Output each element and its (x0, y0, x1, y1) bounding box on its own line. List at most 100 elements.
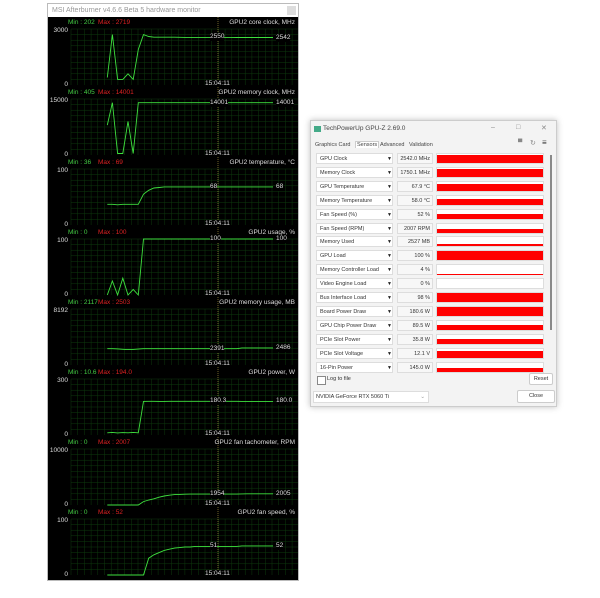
sensor-value: 2007 RPM (397, 222, 433, 234)
min-label: Min : 202 (68, 19, 95, 26)
sensor-label-dropdown[interactable]: GPU Temperature ▼ (316, 180, 393, 192)
scale-max-label: 3000 (53, 27, 68, 34)
current-value: 52 (276, 541, 284, 550)
graph-panel: Min : 0 Max : 100 GPU2 usage, % 100 0 100 100 1… (48, 227, 298, 298)
sensor-label-dropdown[interactable]: PCIe Slot Voltage ▼ (316, 347, 393, 359)
sensor-label-dropdown[interactable]: GPU Clock ▼ (316, 153, 393, 164)
panel-title: GPU2 core clock, MHz (229, 19, 295, 26)
dropdown-arrow-icon: ▼ (387, 295, 392, 301)
sensor-graph (436, 333, 544, 345)
chevron-down-icon: ⌄ (420, 394, 425, 400)
sensor-graph (436, 208, 544, 220)
sensor-value: 35.8 W (397, 333, 433, 345)
camera-icon[interactable]: ▀ (518, 140, 523, 146)
log-to-file-checkbox[interactable] (317, 376, 326, 385)
close-dialog-button[interactable]: Close (517, 390, 555, 403)
trace-line (107, 493, 273, 506)
sensor-label-dropdown[interactable]: Memory Clock ▼ (316, 166, 393, 178)
dropdown-arrow-icon: ▼ (387, 239, 392, 246)
sensor-graph (436, 305, 544, 317)
panel-title: GPU2 usage, % (248, 229, 295, 236)
menu-icon[interactable]: ≡ (542, 138, 547, 147)
sensor-graph-fill (437, 251, 543, 261)
trace-line (107, 186, 273, 206)
sensor-graph (436, 319, 544, 331)
sensor-row: Video Engine Load ▼ 0 % (316, 278, 551, 290)
sensor-graph-fill (437, 307, 543, 316)
sensor-label: GPU Clock (320, 156, 348, 162)
refresh-icon[interactable]: ↻ (530, 140, 536, 147)
min-label: Min : 0 (68, 229, 88, 236)
sensor-label-dropdown[interactable]: Memory Controller Load ▼ (316, 264, 393, 276)
dropdown-arrow-icon: ▼ (387, 183, 392, 190)
gpuz-logo-icon (314, 126, 321, 132)
scale-max-label: 100 (57, 167, 68, 174)
log-to-file-label: Log to file (327, 376, 351, 382)
panel-title: GPU2 temperature, °C (229, 159, 295, 166)
sensor-label-dropdown[interactable]: 16-Pin Power ▼ (316, 361, 393, 373)
close-button[interactable] (287, 6, 296, 15)
graph-panel: Min : 0 Max : 2007 GPU2 fan tachometer, RP… (48, 437, 298, 508)
scrollbar[interactable] (550, 155, 552, 330)
dropdown-arrow-icon: ▼ (387, 253, 392, 260)
sensor-row: Memory Used ▼ 2527 MB (316, 236, 551, 248)
graph-panel: Min : 405 Max : 14001 GPU2 memory clock, M… (48, 87, 298, 158)
sensor-label-dropdown[interactable]: Board Power Draw ▼ (316, 305, 393, 317)
tab-advanced[interactable]: Advanced (380, 142, 405, 148)
tab-sensors[interactable]: Sensors (355, 141, 380, 148)
current-value: 2486 (276, 344, 291, 352)
dropdown-arrow-icon: ▼ (387, 211, 392, 218)
sensor-graph (436, 166, 544, 178)
cursor-value: 2391 (210, 344, 225, 353)
sensor-row: Memory Temperature ▼ 58.0 °C (316, 194, 551, 207)
scale-min-label: 0 (64, 361, 68, 368)
maximize-button[interactable]: □ (516, 124, 521, 131)
gpu-select[interactable]: NVIDIA GeForce RTX 5060 Ti ⌄ (313, 391, 429, 403)
sensor-label: PCIe Slot Power (320, 336, 361, 343)
graph-panel: Min : 36 Max : 69 GPU2 temperature, °C 100 0… (48, 157, 298, 228)
sensor-graph (436, 153, 544, 164)
sensor-label: PCIe Slot Voltage (320, 350, 364, 357)
sensor-label: GPU Chip Power Draw (320, 322, 377, 329)
sensor-label-dropdown[interactable]: Bus Interface Load ▼ (316, 292, 393, 303)
sensor-label-dropdown[interactable]: GPU Chip Power Draw ▼ (316, 319, 393, 331)
cursor-value: 51 (210, 542, 218, 551)
cursor-value: 14001 (210, 98, 229, 107)
sensor-graph-fill (437, 368, 543, 372)
graph-panel: Min : 0 Max : 52 GPU2 fan speed, % 100 0 51 52… (48, 507, 298, 578)
dropdown-arrow-icon: ▼ (387, 322, 392, 329)
time-label: 15:04:11 (205, 80, 230, 88)
trace-line (107, 545, 273, 576)
sensor-label: 16-Pin Power (320, 364, 354, 371)
max-label: Max : 52 (98, 509, 123, 516)
sensor-label-dropdown[interactable]: Memory Temperature ▼ (316, 194, 393, 206)
afterburner-monitor-window: MSI Afterburner v4.6.6 Beta 5 hardware m… (47, 3, 299, 581)
close-button[interactable]: ✕ (541, 125, 547, 132)
time-label: 15:04:11 (205, 150, 230, 158)
current-value: 14001 (276, 98, 295, 107)
sensor-label-dropdown[interactable]: Memory Used ▼ (316, 236, 393, 248)
sensor-row: Fan Speed (%) ▼ 52 % (316, 208, 551, 221)
scale-min-label: 0 (64, 81, 68, 88)
sensor-label-dropdown[interactable]: PCIe Slot Power ▼ (316, 333, 393, 345)
tab-graphics-card[interactable]: Graphics Card (315, 142, 351, 148)
sensor-label-dropdown[interactable]: Video Engine Load ▼ (316, 278, 393, 290)
max-label: Max : 100 (98, 229, 127, 236)
sensor-row: Bus Interface Load ▼ 98 % (316, 292, 551, 304)
max-label: Max : 2007 (98, 439, 131, 446)
dropdown-arrow-icon: ▼ (387, 156, 392, 162)
tab-validation[interactable]: Validation (409, 142, 433, 148)
sensor-label-dropdown[interactable]: GPU Load ▼ (316, 250, 393, 262)
sensor-row: PCIe Slot Power ▼ 35.8 W (316, 333, 551, 346)
sensor-label-dropdown[interactable]: Fan Speed (RPM) ▼ (316, 222, 393, 234)
dropdown-arrow-icon: ▼ (387, 336, 392, 343)
sensor-label-dropdown[interactable]: Fan Speed (%) ▼ (316, 208, 393, 220)
minimize-button[interactable]: – (491, 124, 495, 131)
sensor-graph (436, 222, 544, 234)
sensor-label: Fan Speed (RPM) (320, 225, 365, 232)
sensor-label: Fan Speed (%) (320, 211, 357, 218)
sensor-row: 16-Pin Power ▼ 145.0 W (316, 361, 551, 374)
cursor-value: 68 (210, 182, 218, 191)
reset-button[interactable]: Reset (529, 373, 553, 385)
sensor-graph-fill (437, 199, 543, 205)
